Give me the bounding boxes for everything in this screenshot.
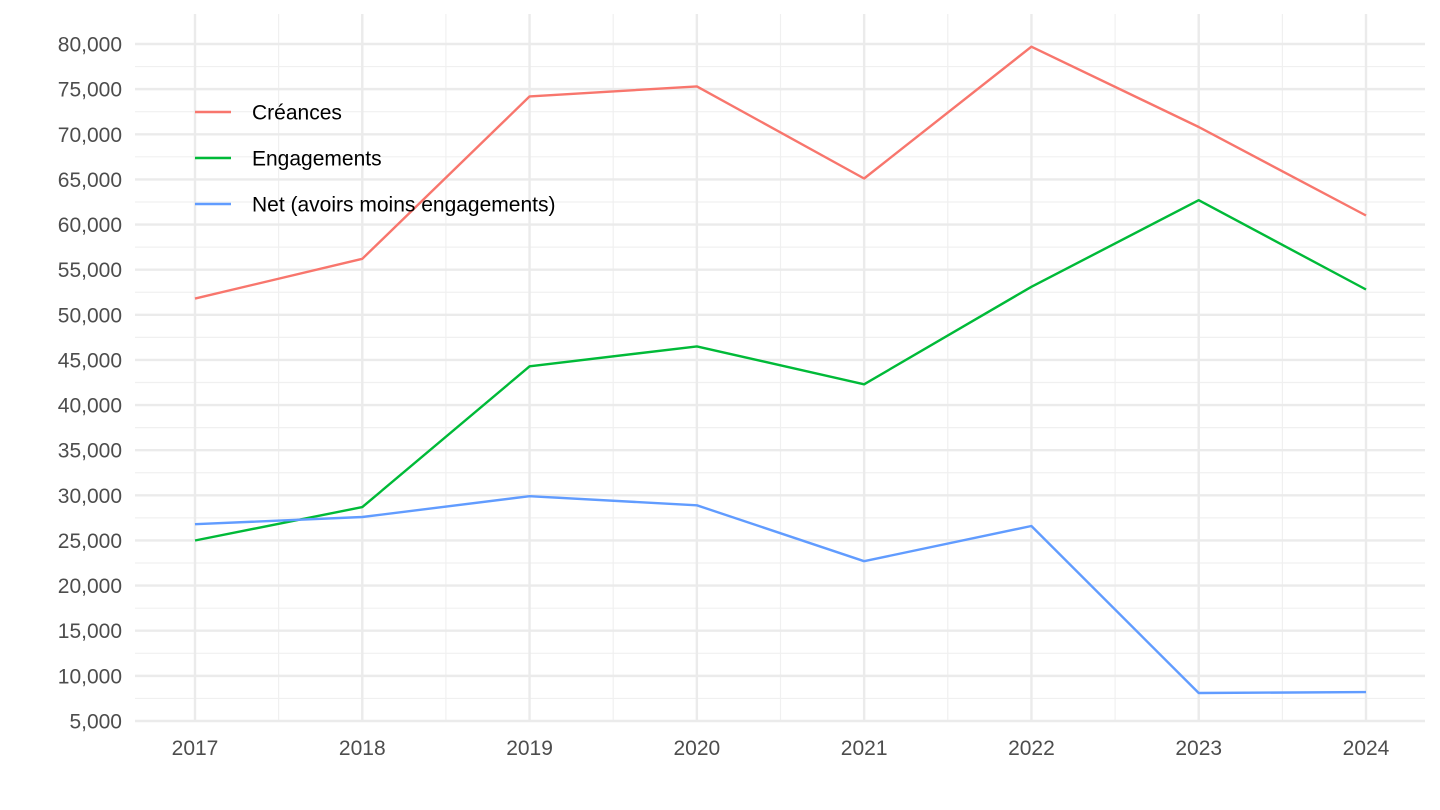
y-tick-label: 40,000	[58, 395, 122, 418]
legend-label-1: Créances	[252, 102, 342, 125]
x-tick-label: 2019	[506, 737, 553, 760]
y-tick-label: 55,000	[58, 259, 122, 282]
x-tick-label: 2020	[673, 737, 720, 760]
major-gridlines	[135, 14, 1425, 723]
legend-label-2: Engagements	[252, 148, 382, 171]
y-tick-label: 10,000	[58, 665, 122, 688]
y-tick-label: 25,000	[58, 530, 122, 553]
series-line-1	[194, 45, 1367, 300]
y-tick-label: 5,000	[69, 711, 122, 734]
y-tick-label: 45,000	[58, 349, 122, 372]
y-axis-tick-labels: 5,000 10,000 15,000 20,000 25,000 30,000 35,00…	[58, 34, 122, 734]
x-tick-label: 2018	[339, 737, 386, 760]
series-line-2	[194, 198, 1367, 542]
y-tick-label: 35,000	[58, 440, 122, 463]
y-tick-label: 15,000	[58, 620, 122, 643]
series-line-3	[194, 495, 1367, 695]
minor-gridlines	[135, 14, 1425, 722]
legend: Créances Engagements Net (avoirs moins eng…	[195, 102, 555, 217]
series-lines	[194, 45, 1367, 695]
x-tick-label: 2021	[841, 737, 888, 760]
x-tick-label: 2023	[1175, 737, 1222, 760]
x-axis-tick-labels: 2017 2018 2019 2020 2021 2022 2023 2024	[172, 737, 1390, 760]
x-tick-label: 2022	[1008, 737, 1055, 760]
y-tick-label: 50,000	[58, 304, 122, 327]
y-tick-label: 75,000	[58, 79, 122, 102]
y-tick-label: 80,000	[58, 34, 122, 57]
y-tick-label: 60,000	[58, 214, 122, 237]
y-tick-label: 70,000	[58, 124, 122, 147]
legend-label-3: Net (avoirs moins engagements)	[252, 194, 555, 217]
x-tick-label: 2024	[1343, 737, 1390, 760]
y-tick-label: 30,000	[58, 485, 122, 508]
y-tick-label: 65,000	[58, 169, 122, 192]
x-tick-label: 2017	[172, 737, 219, 760]
y-tick-label: 20,000	[58, 575, 122, 598]
